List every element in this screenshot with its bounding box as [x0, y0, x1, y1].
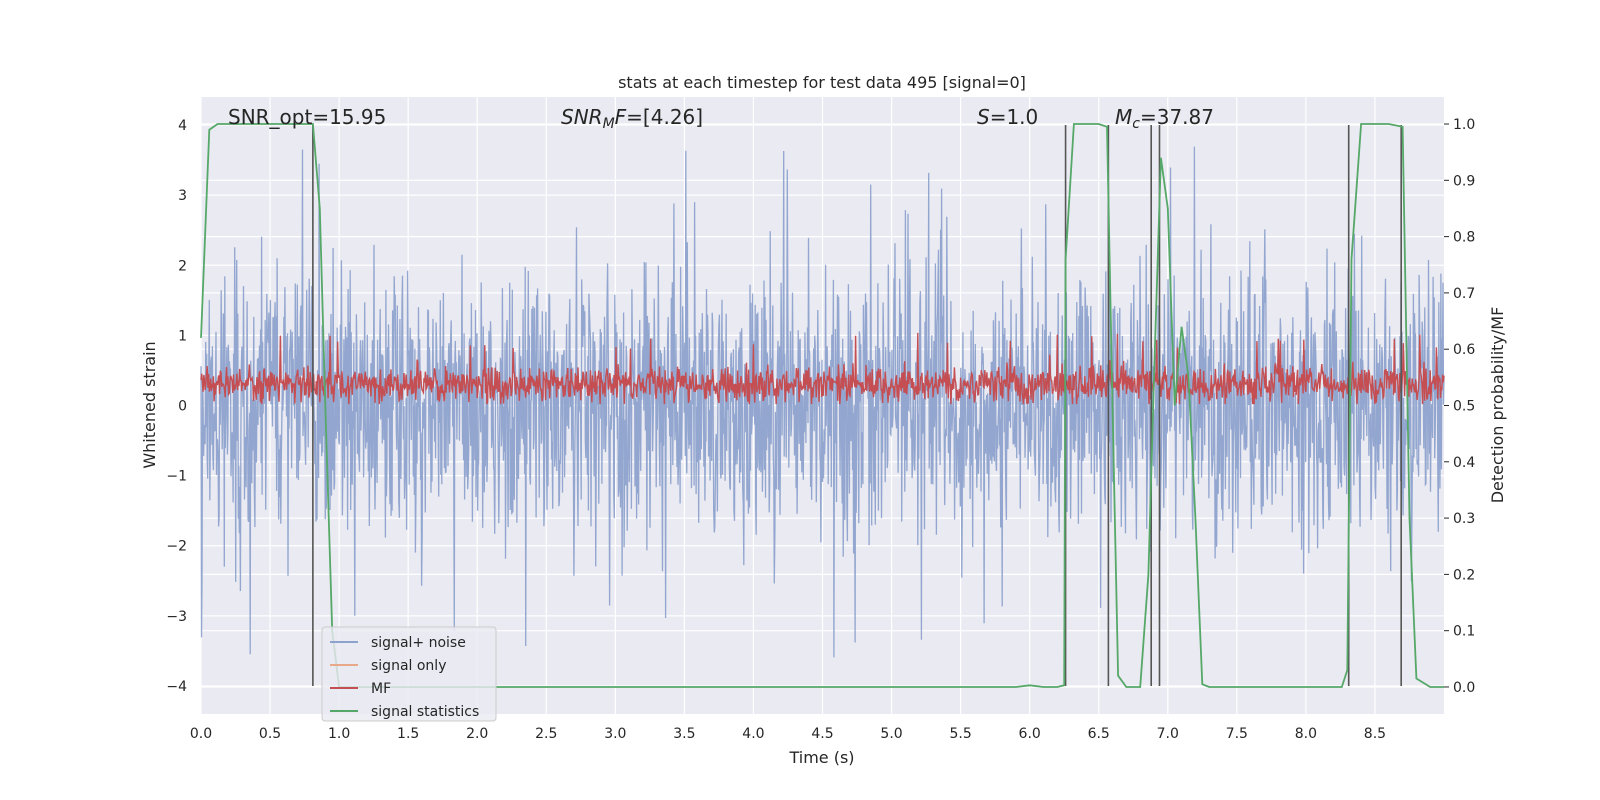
plot-area	[200, 123, 1445, 688]
y2-tick-label: 0.0	[1453, 680, 1475, 696]
y2-tick-label: 0.5	[1453, 399, 1475, 415]
y2-tick-label: 0.1	[1453, 624, 1475, 640]
x-tick-label: 5.5	[949, 726, 971, 742]
annotation-mc: Mc=37.87	[1115, 105, 1214, 132]
legend: signal+ noise signal only MF signal statist…	[321, 626, 497, 722]
y2-tick-label: 0.8	[1453, 230, 1475, 246]
y-tick-label: −1	[166, 469, 187, 485]
x-tick-label: 3.0	[604, 726, 626, 742]
y-tick-label: −2	[166, 539, 187, 555]
x-tick-label: 0.5	[259, 726, 281, 742]
y-axis-ticks: 4 3 2 1 0 −1 −2 −3 −4	[166, 118, 187, 695]
y2-tick-label: 0.6	[1453, 342, 1475, 358]
signal-noise-line	[200, 146, 1445, 658]
x-axis-label: Time (s)	[788, 748, 854, 767]
signal-noise-series	[200, 146, 1445, 658]
y2-tick-label: 0.3	[1453, 511, 1475, 527]
x-tick-label: 2.5	[535, 726, 557, 742]
x-tick-label: 2.0	[466, 726, 488, 742]
x-tick-label: 8.5	[1364, 726, 1386, 742]
annotations: SNR_opt=15.95 SNRMF=[4.26] S=1.0 Mc=37.8…	[228, 105, 1214, 132]
y-tick-label: 1	[178, 328, 187, 344]
legend-label: signal+ noise	[371, 635, 466, 651]
y-tick-label: −4	[166, 679, 187, 695]
x-tick-label: 1.5	[397, 726, 419, 742]
legend-box	[321, 626, 497, 722]
signal-statistics-line	[200, 123, 1444, 688]
x-tick-label: 4.5	[811, 726, 833, 742]
y2-tick-label: 0.9	[1453, 173, 1475, 189]
x-tick-label: 7.5	[1226, 726, 1248, 742]
annotation-s: S=1.0	[977, 105, 1038, 129]
chart-title: stats at each timestep for test data 495…	[618, 73, 1026, 92]
x-tick-label: 5.0	[880, 726, 902, 742]
y2-axis-ticks: 1.0 0.9 0.8 0.7 0.6 0.5 0.4 0.3 0.2 0.1 0.0	[1444, 117, 1475, 696]
annotation-snr-mf: SNRMF=[4.26]	[561, 105, 703, 132]
y-tick-label: −3	[166, 609, 187, 625]
y-axis-label: Whitened strain	[140, 341, 159, 468]
x-tick-label: 8.0	[1295, 726, 1317, 742]
legend-label: MF	[371, 681, 391, 697]
x-tick-label: 1.0	[328, 726, 350, 742]
legend-label: signal statistics	[371, 704, 479, 720]
x-tick-label: 6.0	[1019, 726, 1041, 742]
signal-statistics-series	[200, 123, 1444, 688]
mf-series	[200, 332, 1445, 405]
annotation-snr-opt: SNR_opt=15.95	[228, 105, 386, 129]
y2-axis-label: Detection probability/MF	[1488, 307, 1507, 504]
y-tick-label: 4	[178, 118, 187, 134]
x-tick-label: 0.0	[190, 726, 212, 742]
x-tick-label: 6.5	[1088, 726, 1110, 742]
y2-tick-label: 0.7	[1453, 286, 1475, 302]
y2-tick-label: 0.4	[1453, 455, 1475, 471]
y2-tick-label: 0.2	[1453, 567, 1475, 583]
y2-tick-label: 1.0	[1453, 117, 1475, 133]
y-tick-label: 2	[178, 258, 187, 274]
mf-line	[200, 332, 1445, 405]
legend-label: signal only	[371, 658, 446, 674]
x-axis-ticks: 0.0 0.5 1.0 1.5 2.0 2.5 3.0 3.5 4.0 4.5 5.0 5.5 6.0 6…	[190, 726, 1386, 742]
x-tick-label: 3.5	[673, 726, 695, 742]
y-tick-label: 0	[178, 399, 187, 415]
x-tick-label: 4.0	[742, 726, 764, 742]
x-tick-label: 7.0	[1157, 726, 1179, 742]
y-tick-label: 3	[178, 188, 187, 204]
